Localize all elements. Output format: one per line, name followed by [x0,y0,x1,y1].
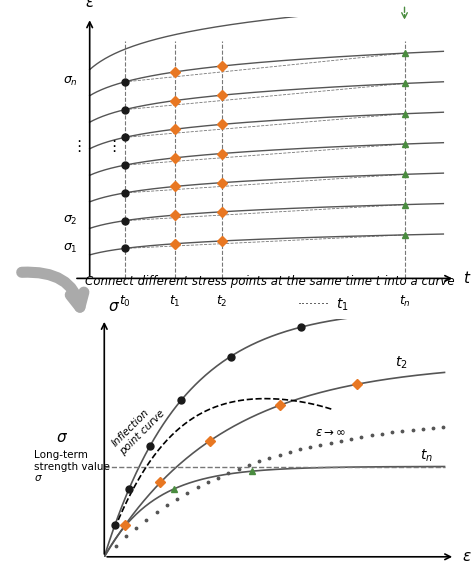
Text: Inflection
point curve: Inflection point curve [110,400,167,457]
Text: $t_2$: $t_2$ [395,354,408,371]
Text: $t_0$: $t_0$ [118,294,131,309]
Text: $\varepsilon$: $\varepsilon$ [85,0,94,9]
Text: $\sigma_2$: $\sigma_2$ [64,214,78,227]
Text: $t_2$: $t_2$ [216,294,228,309]
Text: $t_1$: $t_1$ [336,296,348,313]
Text: $\varepsilon\rightarrow\infty$: $\varepsilon\rightarrow\infty$ [315,426,346,439]
Text: $t_1$: $t_1$ [169,294,181,309]
Text: $\sigma_1$: $\sigma_1$ [64,242,78,255]
Text: ........: ........ [297,294,329,307]
Text: $t_n$: $t_n$ [399,294,410,309]
Text: $\vdots$: $\vdots$ [71,138,81,154]
Text: $\sigma_n$: $\sigma_n$ [63,75,78,88]
Text: $t$: $t$ [463,270,471,287]
Text: $\varepsilon$: $\varepsilon$ [462,549,472,564]
Text: $\sigma$: $\sigma$ [108,299,120,314]
Text: Long-term
strength value
$\sigma$: Long-term strength value $\sigma$ [34,450,110,483]
Text: $\vdots$: $\vdots$ [106,138,116,154]
Text: Connect different stress points at the same time t into a curve: Connect different stress points at the s… [85,275,455,288]
Text: $\sigma$: $\sigma$ [56,430,68,445]
Text: $t_n$: $t_n$ [420,448,433,464]
